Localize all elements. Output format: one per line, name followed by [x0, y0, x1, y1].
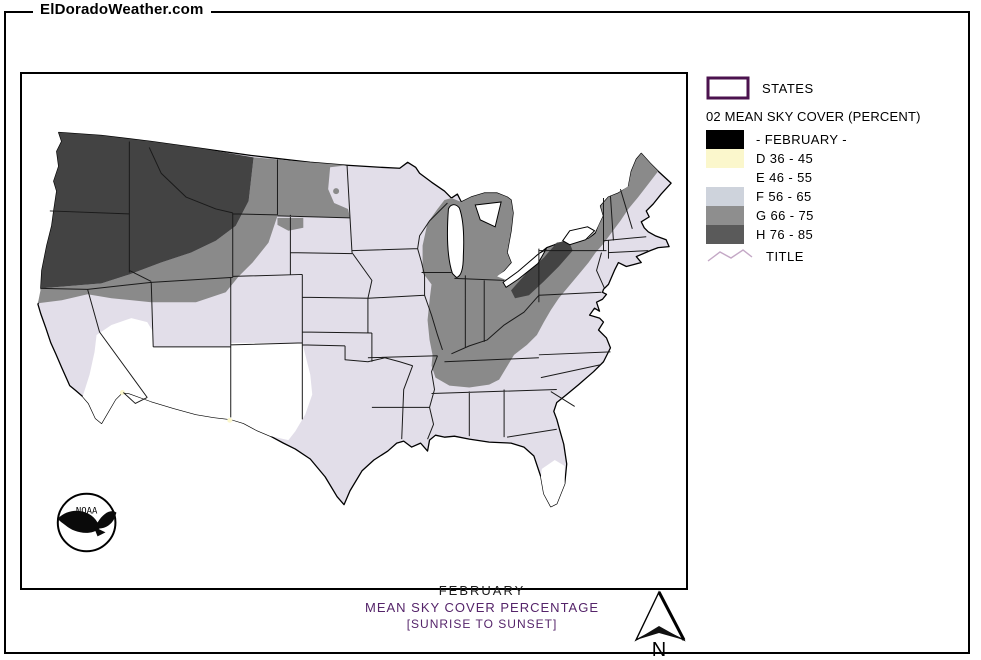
region-h-lake-erie — [511, 240, 573, 299]
swatch-f — [706, 187, 744, 206]
lake-ontario — [562, 226, 596, 246]
legend-states-label: STATES — [762, 80, 814, 96]
legend-label-h: H 76 - 85 — [756, 227, 814, 242]
lake-erie — [502, 248, 548, 289]
region-h-pacific-northwest — [40, 132, 254, 289]
title-line-icon — [707, 249, 753, 262]
legend-row-g: G 66 - 75 — [706, 206, 946, 225]
legend-states-row: STATES — [706, 76, 946, 100]
region-g-northwest-band — [37, 157, 351, 304]
state-boundaries — [40, 141, 649, 440]
swatch-february — [706, 130, 744, 149]
north-arrow-chevron — [636, 626, 684, 640]
region-e-southwest — [82, 318, 313, 441]
legend-layer-title: 02 MEAN SKY COVER (PERCENT) — [706, 109, 921, 124]
legend-row-f: F 56 - 65 — [706, 187, 946, 206]
noaa-bird-tail — [93, 526, 106, 537]
site-title-logo[interactable]: ElDoradoWeather.com — [33, 1, 211, 18]
legend-label-e: E 46 - 55 — [756, 170, 813, 185]
legend-row-february: - FEBRUARY - — [706, 130, 946, 149]
us-map: NOAA — [37, 131, 672, 553]
noaa-logo: NOAA — [56, 492, 117, 553]
map-frame: NOAA FEBRUARY MEAN SKY COVER PERCENTAGE … — [20, 72, 688, 631]
caption-month: FEBRUARY — [438, 583, 526, 598]
legend-label-d: D 36 - 45 — [756, 151, 814, 166]
legend-label-february: - FEBRUARY - — [756, 132, 848, 147]
legend-label-f: F 56 - 65 — [756, 189, 812, 204]
north-arrow: N — [634, 590, 686, 660]
swatch-e — [706, 168, 744, 187]
north-arrow-right-edge — [657, 591, 686, 641]
region-d-spot-yuma — [119, 390, 125, 396]
map-caption: FEBRUARY MEAN SKY COVER PERCENTAGE [SUNR… — [272, 583, 692, 631]
legend-title-label: TITLE — [766, 248, 804, 264]
noaa-bird-icon — [57, 510, 117, 533]
region-e-florida — [540, 459, 565, 507]
outer-border — [4, 11, 970, 654]
lake-huron — [474, 201, 502, 228]
region-g-nd-dot — [333, 188, 340, 195]
legend-row-h: H 76 - 85 — [706, 225, 946, 244]
legend: STATES 02 MEAN SKY COVER (PERCENT) - FEB… — [706, 76, 946, 266]
legend-title-row: TITLE — [706, 246, 946, 266]
legend-label-g: G 66 - 75 — [756, 208, 814, 223]
caption-subtitle: [SUNRISE TO SUNSET] — [406, 617, 558, 631]
north-arrow-label: N — [652, 639, 666, 660]
noaa-logo-text: NOAA — [76, 507, 98, 517]
legend-row-e: E 46 - 55 — [706, 168, 946, 187]
swatch-d — [706, 149, 744, 168]
states-outline-swatch — [706, 76, 750, 100]
lake-michigan — [446, 204, 465, 278]
legend-row-d: D 36 - 45 — [706, 149, 946, 168]
swatch-g — [706, 206, 744, 225]
region-d-spot-west-texas — [227, 417, 233, 423]
swatch-h — [706, 225, 744, 244]
caption-title: MEAN SKY COVER PERCENTAGE — [364, 600, 599, 615]
